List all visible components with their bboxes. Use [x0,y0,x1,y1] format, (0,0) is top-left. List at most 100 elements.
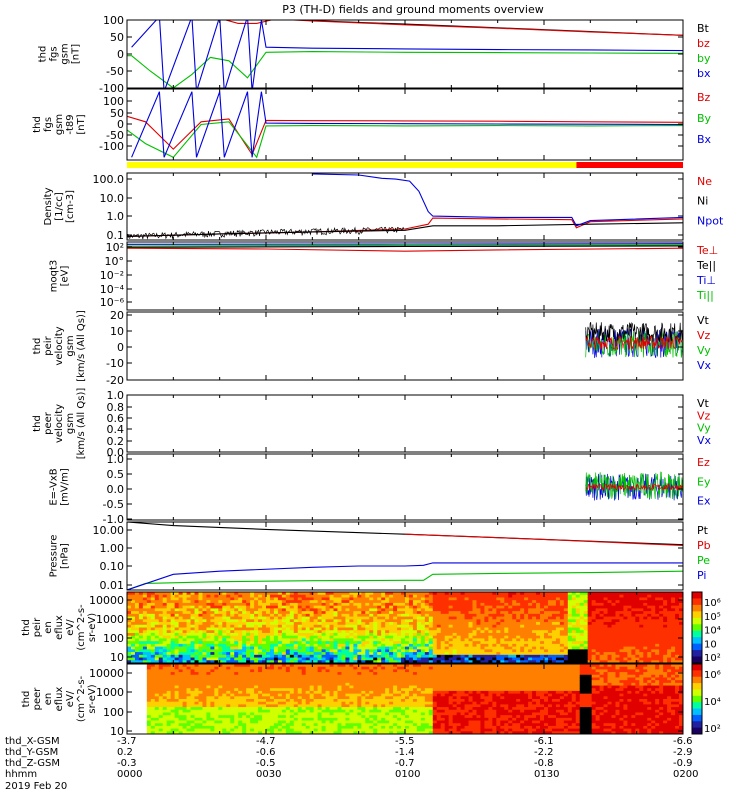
y-tick-label: 10⁻⁴ [100,283,125,296]
legend-entry: Pe [697,554,710,567]
legend-entry: Pi [697,569,706,582]
y-axis-label: -t89 [65,114,76,134]
y-axis-label: [km/s (All Qs)] [76,388,87,460]
y-axis-label: moqt3 [49,260,60,293]
series-line-Te⊥ [127,248,683,251]
y-axis-label: fgs [49,46,60,61]
y-axis-label: thd [32,116,43,133]
y-axis-label: [1/cc] [54,192,65,221]
legend-entry: bx [697,67,711,80]
y-tick-label: 10 [110,325,124,338]
y-tick-label: 1000 [96,613,124,626]
y-axis-label: [cm-3] [65,190,76,223]
y-tick-label: -100 [99,82,124,95]
overview-figure: P3 (TH-D) fields and ground moments over… [0,0,750,800]
series-line-Bz [127,116,683,154]
y-axis-label: Density [43,187,54,225]
series-line-Ni [127,223,683,237]
legend-entry: Ez [697,456,710,469]
y-tick-label: 20 [110,309,124,322]
panels-layer: 100500-50-100thd fgs gsm [nT]Btbzbybx100500… [21,13,724,738]
legend-entry: Vt [697,397,710,410]
series-line-bx [132,17,683,92]
legend-entry: Ey [697,475,711,488]
mode-bar-segment [576,162,683,168]
legend-entry: Ex [697,495,711,508]
y-axis-label: thd [32,415,43,432]
series-line-Bx [132,92,683,158]
y-axis-label: [nT] [76,114,87,134]
y-axis-label: peir [43,335,54,355]
y-axis-label: gsm [54,114,65,135]
legend-entry: By [697,112,712,125]
colorbar-tick-label: 10⁳ [704,639,717,650]
y-tick-label: 0.10 [100,560,125,573]
series-group-pressure [127,522,683,590]
legend-entry: Vy [697,344,711,357]
colorbar-cell [692,631,702,638]
colorbar-cell [692,611,702,618]
panel-frame-fgs_gsm [127,20,683,88]
y-axis-label: thd [32,338,43,355]
y-tick-label: -0.5 [103,498,124,511]
series-group-efield [586,472,683,501]
colorbar-cell [692,644,702,651]
y-axis-label: velocity [54,404,65,443]
y-tick-label: -100 [99,140,124,153]
legend-entry: Pt [697,524,709,537]
colorbar-cell [692,618,702,625]
y-tick-label: 10° [105,255,125,268]
series-line-bz [127,17,683,36]
legend-entry: Ne [697,175,712,188]
colorbar-cell [692,605,702,612]
figure-title: P3 (TH-D) fields and ground moments over… [282,3,544,16]
y-tick-label: 10.00 [93,524,125,537]
y-axis-label: thd [38,46,49,63]
y-axis-label: gsm [65,335,76,356]
legend-entry: Npot [697,214,724,227]
colorbar-cell [692,598,702,605]
legend-entry: Ti|| [696,289,714,302]
colorbar-cell [692,650,702,657]
legend-entry: Vz [697,409,711,422]
panel-frame-moqt3 [127,242,683,310]
y-axis-label: [nPa] [60,543,71,569]
mode-bar-segment [127,162,576,168]
heatmap-peer_en_eflux [127,664,684,735]
colorbar-tick-label: 10⁶ [704,598,721,609]
y-tick-label: 0 [117,341,124,354]
legend-entry: Vt [697,314,710,327]
y-axis-label: (cm^2-s- [76,604,87,651]
y-tick-label: 100 [103,632,124,645]
y-axis-label: sr-eV) [87,613,98,642]
y-axis-label: [eV] [60,266,71,287]
y-tick-label: 100.0 [93,173,125,186]
colorbar-cell [692,592,702,599]
y-tick-label: 10² [106,241,124,254]
y-tick-label: 10000 [89,594,124,607]
y-tick-label: -50 [106,65,124,78]
colorbar-tick-label: 10⁴ [704,626,721,637]
colorbar-cell [692,637,702,644]
series-group-fgs_gsm_t89 [127,92,683,158]
y-tick-label: 10⁻⁶ [100,296,125,309]
legend-entry: Bt [697,22,710,35]
colorbar-tick-label: 10⁵ [704,612,721,623]
legend-entry: Bx [697,133,712,146]
y-tick-label: 1.0 [107,453,125,466]
y-tick-label: 50 [110,31,124,44]
legend-entry: Ni [697,195,708,208]
y-tick-label: 1.00 [100,542,125,555]
y-tick-label: -10 [106,357,124,370]
legend-entry: bz [697,37,710,50]
series-line-By [127,122,683,158]
legend-entry: Pb [697,539,711,552]
y-axis-label: peer [43,411,54,435]
y-tick-label: 100 [103,14,124,27]
y-axis-label: eV/ [65,619,76,636]
legend-entry: Te⊥ [696,244,718,257]
legend-entry: Vx [697,359,712,372]
y-tick-label: 0.5 [107,468,125,481]
y-axis-label: fgs [43,117,54,132]
y-tick-label: 1.0 [107,210,125,223]
